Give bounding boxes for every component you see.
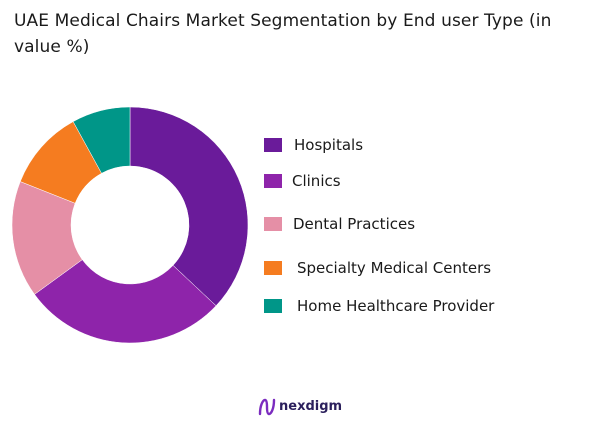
legend-label-hospitals: Hospitals [294,136,364,154]
legend-label-dental-practices: Dental Practices [293,215,416,233]
donut-slice-hospitals [129,106,249,307]
legend-swatch-hospitals [264,138,282,152]
brand-name: nexdigm [279,399,343,414]
legend-label-home-healthcare-provider: Home Healthcare Provider [297,297,495,315]
nexdigm-logo-icon [258,398,276,416]
legend-swatch-home-healthcare-provider [264,299,282,313]
legend-swatch-dental-practices [264,217,282,231]
legend-label-clinics: Clinics [292,172,341,190]
legend-swatch-clinics [264,174,282,188]
legend-label-specialty-medical-centers: Specialty Medical Centers [297,259,492,277]
donut-chart [11,106,249,344]
chart-title: UAE Medical Chairs Market Segmentation b… [14,11,552,57]
donut-slice-home-healthcare-provider [72,106,131,174]
donut-slice-clinics [34,259,217,344]
legend-swatch-specialty-medical-centers [264,261,282,275]
